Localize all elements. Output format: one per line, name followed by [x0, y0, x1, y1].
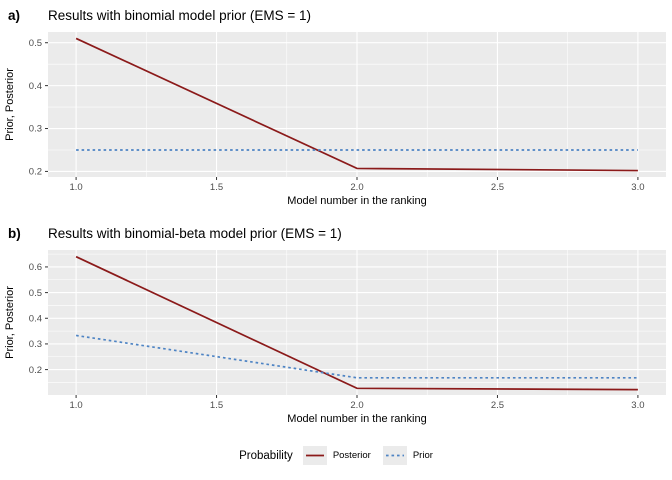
y-axis-title: Prior, Posterior — [4, 68, 16, 141]
y-tick-label: 0.5 — [29, 288, 42, 299]
panel-a-title: Results with binomial model prior (EMS =… — [48, 8, 311, 23]
panel-b-title: Results with binomial-beta model prior (… — [48, 226, 342, 241]
prior-line-sample — [382, 446, 407, 465]
panel-a-title-row: a) Results with binomial model prior (EMS… — [0, 0, 672, 26]
y-tick-label: 0.5 — [29, 38, 42, 49]
y-axis-title: Prior, Posterior — [4, 286, 16, 359]
y-tick-label: 0.3 — [29, 124, 42, 135]
x-tick-label: 2.5 — [491, 182, 504, 193]
x-tick-label: 2.0 — [350, 182, 363, 193]
x-tick-label: 1.0 — [69, 400, 82, 411]
series-line-prior — [75, 334, 638, 379]
x-tick-label: 1.0 — [69, 182, 82, 193]
legend-label-prior: Prior — [412, 450, 433, 461]
legend-item-prior: Prior — [382, 446, 433, 465]
series-line-posterior — [75, 255, 638, 391]
x-tick-label: 1.5 — [210, 400, 223, 411]
panel-b-chart: 0.2 0.3 0.4 0.5 0.6 1.0 1.5 2.0 2.5 3.0 Model numb… — [4, 250, 666, 425]
legend-item-posterior: Posterior — [302, 446, 371, 465]
posterior-line-sample — [302, 446, 327, 465]
x-tick-label: 3.0 — [631, 400, 644, 411]
legend: Probability Posterior Prior — [0, 446, 672, 465]
y-tick-label: 0.6 — [29, 262, 42, 273]
legend-title: Probability — [239, 449, 293, 462]
legend-key-box — [382, 446, 407, 465]
y-tick-label: 0.4 — [29, 313, 42, 324]
panel-b-tag: b) — [8, 226, 21, 241]
x-tick-label: 2.0 — [350, 400, 363, 411]
y-tick-label: 0.4 — [29, 81, 42, 92]
legend-label-posterior: Posterior — [332, 450, 371, 461]
panel-a-tag: a) — [8, 8, 21, 23]
x-tick-label: 1.5 — [210, 182, 223, 193]
x-axis-title: Model number in the ranking — [287, 195, 426, 207]
y-tick-label: 0.2 — [29, 365, 42, 376]
x-tick-label: 2.5 — [491, 400, 504, 411]
series-line-posterior — [75, 37, 638, 172]
x-tick-label: 3.0 — [631, 182, 644, 193]
y-tick-label: 0.3 — [29, 339, 42, 350]
panel-b-title-row: b) Results with binomial-beta model prior… — [0, 224, 672, 244]
panel-a-chart: 0.2 0.3 0.4 0.5 1.0 1.5 2.0 2.5 3.0 Model number … — [4, 32, 666, 207]
y-tick-label: 0.2 — [29, 167, 42, 178]
x-axis-title: Model number in the ranking — [287, 413, 426, 425]
